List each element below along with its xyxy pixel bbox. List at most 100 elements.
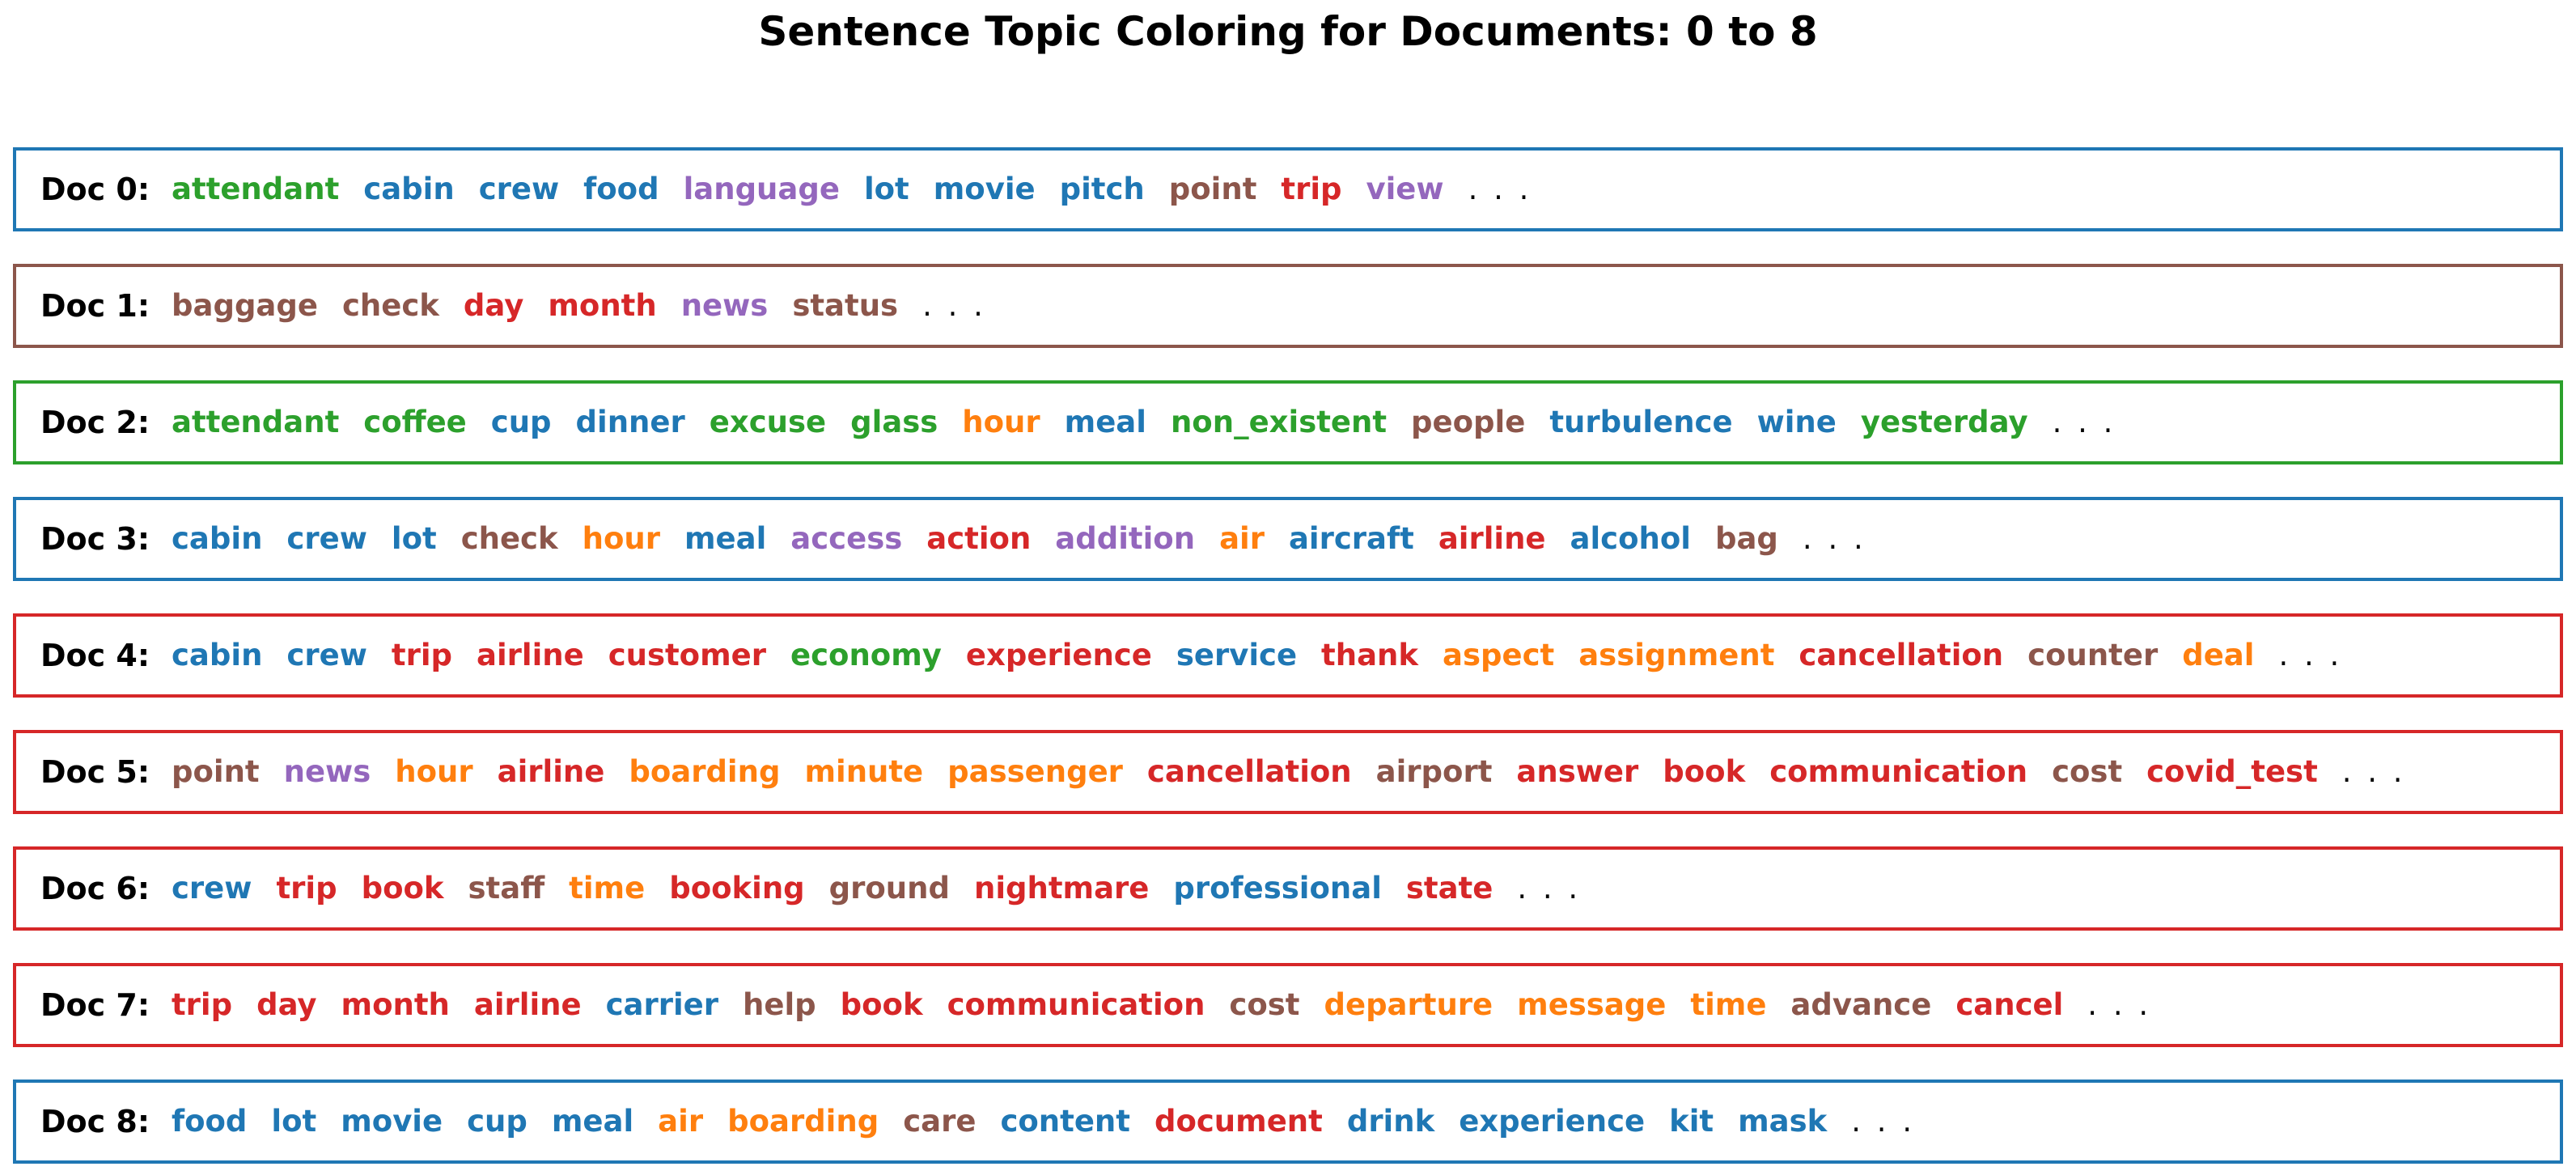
topic-word: mask: [1738, 1104, 1828, 1139]
topic-word: message: [1517, 987, 1667, 1022]
doc-label: Doc 7:: [40, 987, 150, 1023]
topic-word: crew: [286, 638, 367, 672]
topic-word: status: [792, 288, 899, 323]
ellipsis: . . .: [2278, 638, 2343, 672]
doc-row-7: Doc 7: trip day month airline carrier help book…: [13, 963, 2563, 1047]
topic-word: airline: [473, 987, 582, 1022]
topic-word: check: [341, 288, 439, 323]
topic-word: cup: [467, 1104, 527, 1139]
topic-word: attendant: [172, 172, 340, 206]
topic-word: food: [583, 172, 659, 206]
topic-word: meal: [551, 1104, 634, 1139]
topic-word: crew: [286, 521, 367, 556]
topic-word: customer: [608, 638, 767, 672]
topic-word: staff: [468, 871, 545, 906]
topic-word: drink: [1346, 1104, 1435, 1139]
topic-word: pitch: [1059, 172, 1145, 206]
topic-word: nightmare: [973, 871, 1150, 906]
topic-word: baggage: [172, 288, 318, 323]
topic-word: counter: [2027, 638, 2159, 672]
topic-word: book: [361, 871, 444, 906]
topic-word: airline: [497, 754, 605, 789]
topic-word: day: [463, 288, 524, 323]
doc-row-6: Doc 6: crew trip book staff time booking ground…: [13, 846, 2563, 931]
topic-word: kit: [1669, 1104, 1714, 1139]
topic-word: communication: [947, 987, 1205, 1022]
topic-word: covid_test: [2146, 754, 2318, 789]
topic-word: bag: [1714, 521, 1778, 556]
doc-label: Doc 1:: [40, 288, 150, 324]
topic-word: air: [1219, 521, 1265, 556]
doc-label: Doc 2:: [40, 405, 150, 440]
topic-word: minute: [804, 754, 924, 789]
topic-word: cost: [2052, 754, 2123, 789]
topic-word: deal: [2182, 638, 2255, 672]
topic-word: service: [1176, 638, 1298, 672]
topic-word: book: [840, 987, 923, 1022]
topic-word: news: [283, 754, 371, 789]
topic-word: hour: [582, 521, 660, 556]
topic-word: time: [1690, 987, 1767, 1022]
topic-word: help: [743, 987, 816, 1022]
topic-word: boarding: [727, 1104, 879, 1139]
doc-row-8: Doc 8: food lot movie cup meal air boarding care…: [13, 1080, 2563, 1164]
topic-word: dinner: [575, 405, 685, 439]
doc-row-1: Doc 1: baggage check day month news status . . …: [13, 264, 2563, 348]
topic-word: answer: [1516, 754, 1639, 789]
topic-word: air: [658, 1104, 704, 1139]
topic-word: experience: [965, 638, 1152, 672]
topic-word: hour: [962, 405, 1040, 439]
topic-word: airline: [1438, 521, 1546, 556]
topic-word: addition: [1055, 521, 1196, 556]
topic-word: language: [683, 172, 840, 206]
topic-word: meal: [1064, 405, 1146, 439]
doc-row-3: Doc 3: cabin crew lot check hour meal access act…: [13, 497, 2563, 581]
topic-word: advance: [1790, 987, 1932, 1022]
topic-word: attendant: [172, 405, 340, 439]
topic-word: airline: [477, 638, 584, 672]
doc-label: Doc 3:: [40, 521, 150, 557]
topic-word: communication: [1769, 754, 2028, 789]
topic-word: cabin: [172, 521, 263, 556]
topic-word: movie: [933, 172, 1036, 206]
doc-label: Doc 6:: [40, 871, 150, 906]
topic-word: yesterday: [1860, 405, 2028, 439]
topic-word: document: [1154, 1104, 1323, 1139]
doc-row-2: Doc 2: attendant coffee cup dinner excuse glas…: [13, 380, 2563, 464]
topic-word: passenger: [947, 754, 1123, 789]
ellipsis: . . .: [2087, 987, 2152, 1022]
topic-word: aspect: [1443, 638, 1555, 672]
chart-title: Sentence Topic Coloring for Documents: 0…: [758, 8, 1818, 55]
doc-label: Doc 8:: [40, 1104, 150, 1139]
topic-word: point: [172, 754, 260, 789]
doc-row-0: Doc 0: attendant cabin crew food language lot m…: [13, 147, 2563, 231]
topic-word: lot: [391, 521, 437, 556]
ellipsis: . . .: [1468, 172, 1532, 206]
topic-word: day: [256, 987, 317, 1022]
ellipsis: . . .: [2341, 754, 2406, 789]
topic-word: wine: [1756, 405, 1837, 439]
topic-word: food: [172, 1104, 248, 1139]
topic-word: news: [680, 288, 769, 323]
topic-word: month: [548, 288, 657, 323]
topic-word: coffee: [363, 405, 467, 439]
topic-word: view: [1366, 172, 1444, 206]
topic-word: check: [460, 521, 558, 556]
ellipsis: . . .: [1802, 521, 1866, 556]
topic-word: book: [1663, 754, 1746, 789]
topic-word: action: [926, 521, 1032, 556]
topic-word: month: [341, 987, 450, 1022]
topic-word: time: [569, 871, 646, 906]
topic-word: content: [1000, 1104, 1130, 1139]
topic-word: crew: [478, 172, 560, 206]
topic-word: trip: [391, 638, 452, 672]
topic-word: cabin: [172, 638, 263, 672]
ellipsis: . . .: [1517, 871, 1582, 906]
topic-word: carrier: [605, 987, 719, 1022]
topic-word: turbulence: [1549, 405, 1733, 439]
ellipsis: . . .: [922, 288, 986, 323]
topic-word: cup: [490, 405, 552, 439]
topic-word: cabin: [363, 172, 455, 206]
topic-word: people: [1411, 405, 1526, 439]
topic-word: access: [790, 521, 903, 556]
